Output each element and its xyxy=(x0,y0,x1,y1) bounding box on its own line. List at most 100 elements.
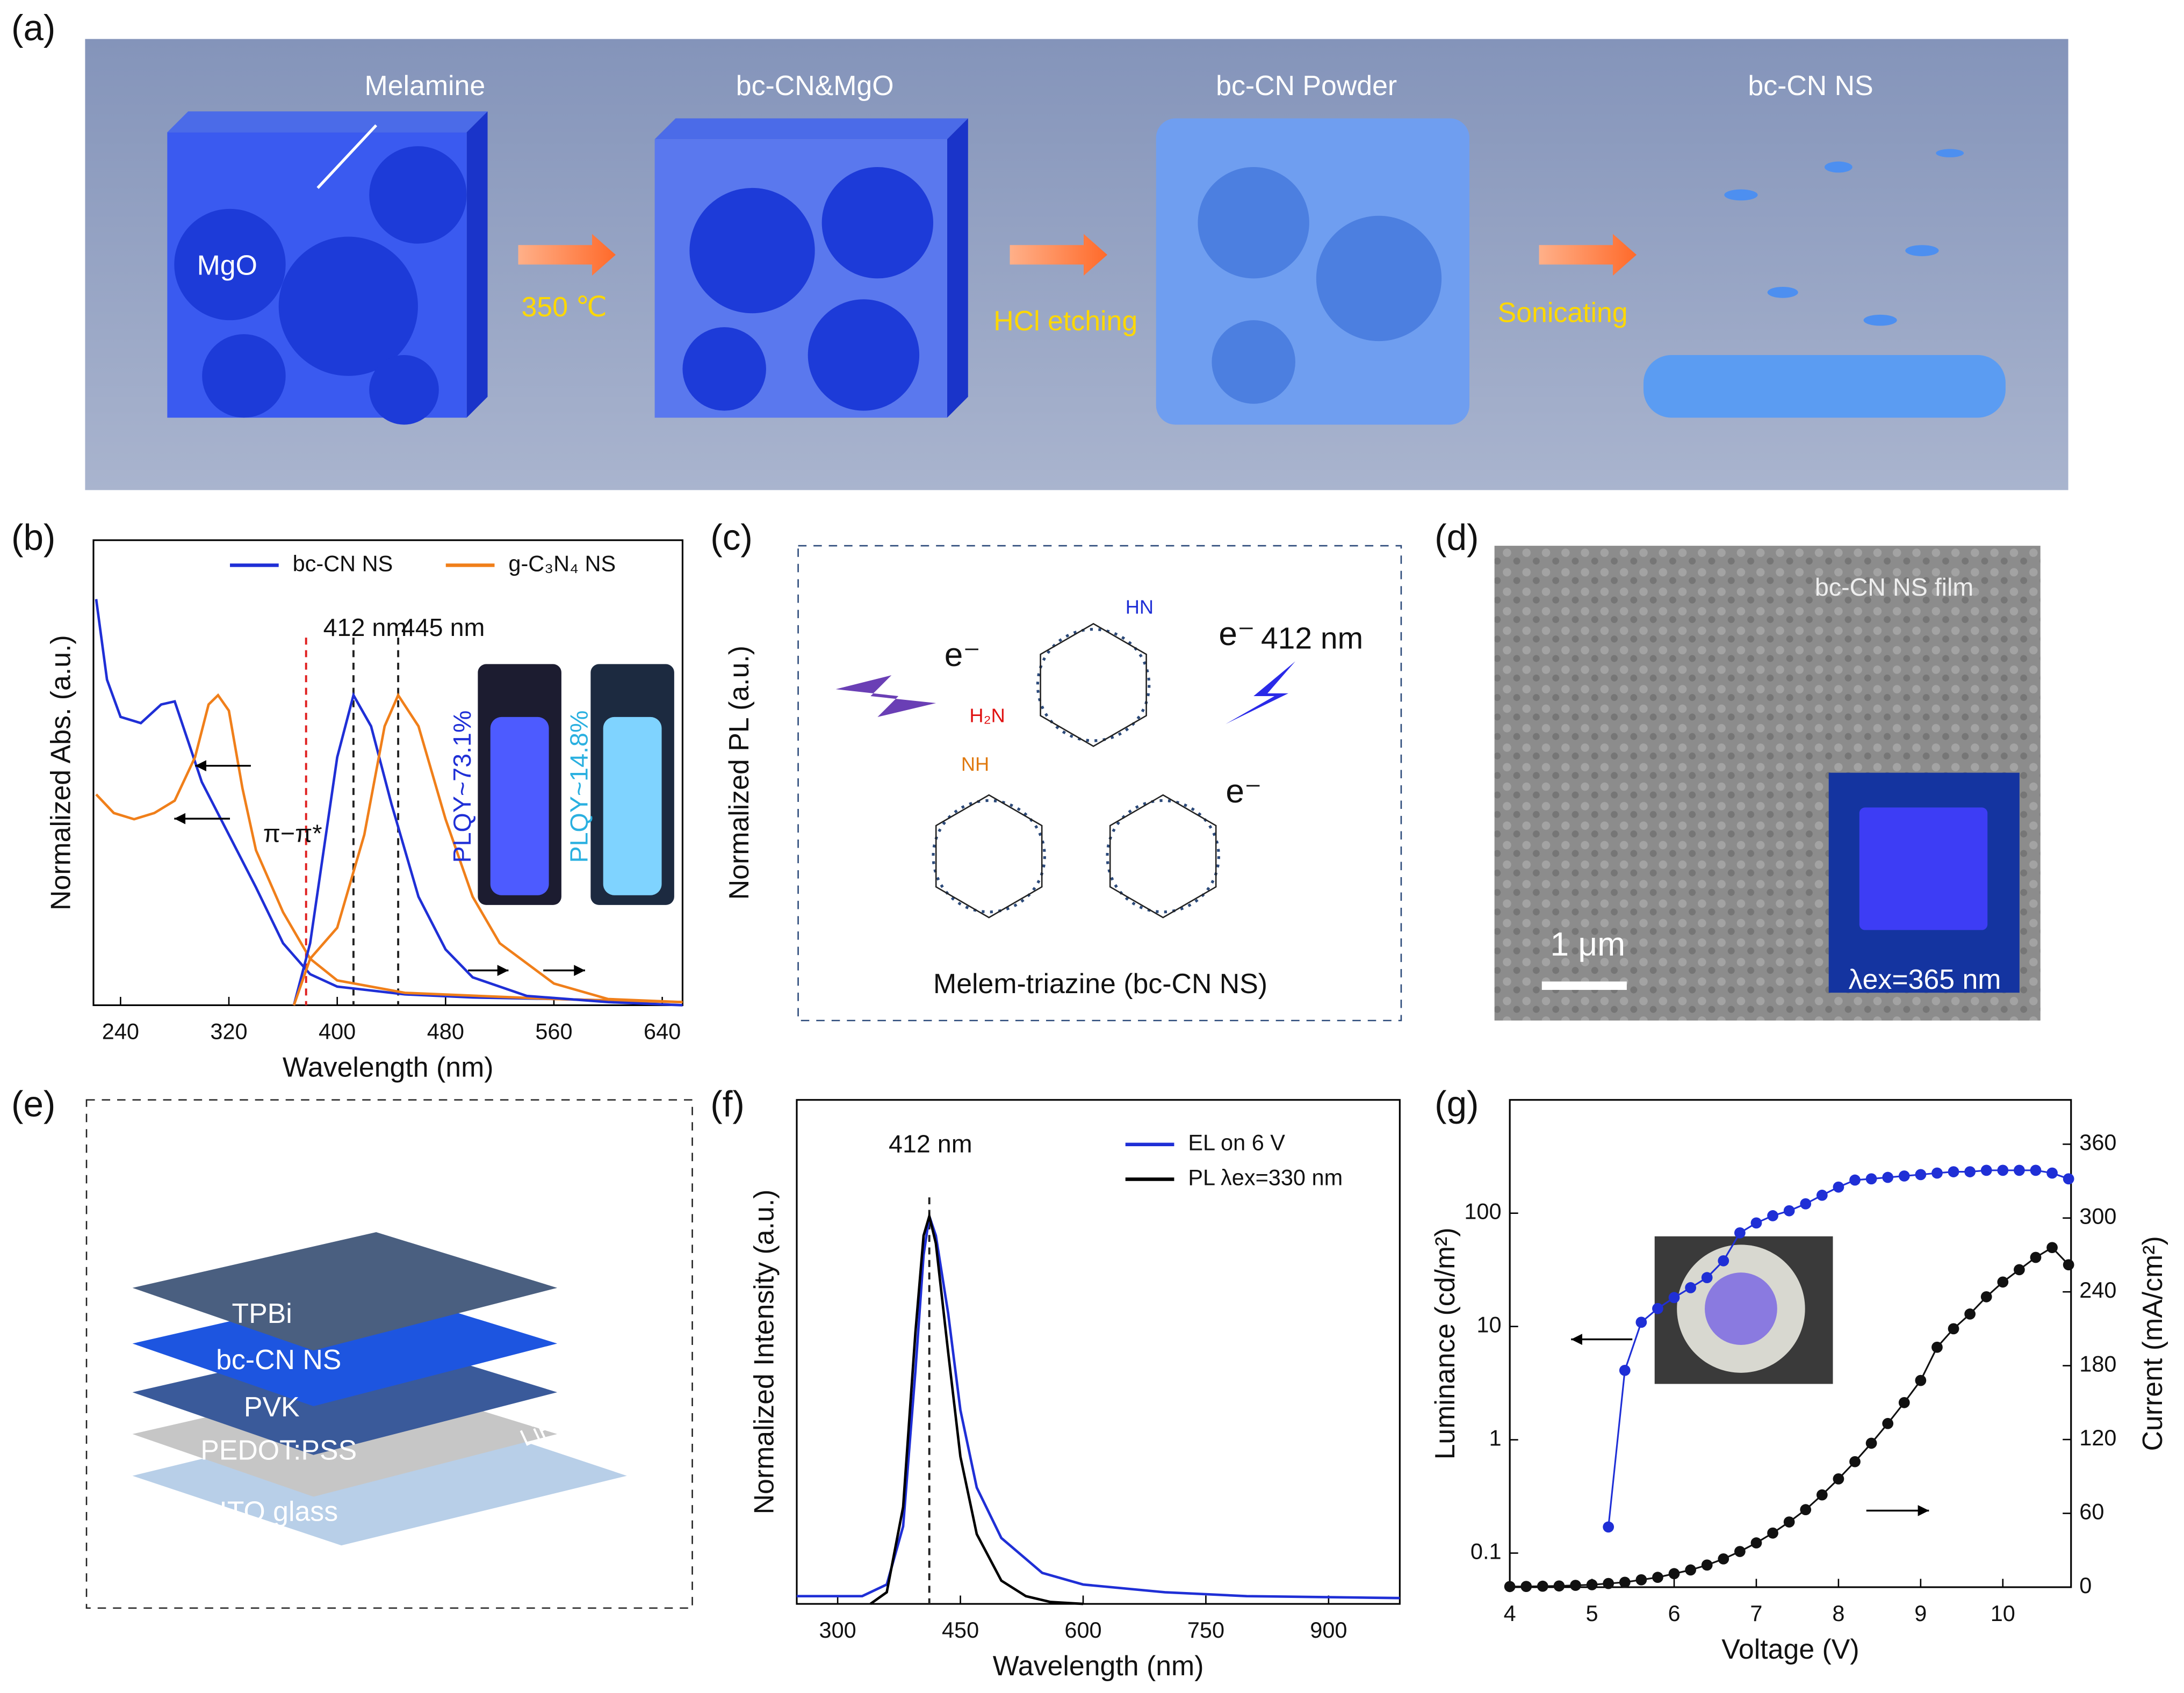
y2-tick-label: 180 xyxy=(2079,1351,2116,1377)
data-point xyxy=(1898,1397,1910,1408)
series-line xyxy=(95,693,683,1004)
data-point xyxy=(1915,1169,1927,1181)
legend-label: g-C₃N₄ NS xyxy=(508,551,616,576)
x-tick-label: 750 xyxy=(1187,1617,1224,1643)
data-point xyxy=(1619,1576,1631,1588)
panel-label: (g) xyxy=(1435,1084,1479,1125)
plot-frame xyxy=(1509,1099,2072,1588)
x-tick-label: 4 xyxy=(1504,1601,1516,1626)
arrow xyxy=(518,234,616,276)
y-axis-label: Luminance (cd/m²) xyxy=(1429,1227,1460,1459)
data-point xyxy=(1931,1341,1943,1353)
layer-label: LiF/Al xyxy=(293,1124,359,1173)
data-point xyxy=(1783,1516,1795,1528)
cube xyxy=(654,118,968,418)
sem-label: 1 μm xyxy=(1551,926,1626,963)
structure-label: e⁻ xyxy=(1219,616,1255,653)
data-point xyxy=(1997,1276,2009,1288)
data-point xyxy=(2030,1164,2042,1176)
panel-label: (e) xyxy=(11,1084,55,1125)
data-point xyxy=(1767,1210,1778,1221)
data-point xyxy=(1570,1580,1581,1591)
y-tick-label: 0.1 xyxy=(1471,1538,1502,1564)
x-tick-label: 600 xyxy=(1064,1617,1101,1643)
y2-axis-label: Current (mA/cm²) xyxy=(2137,1236,2168,1451)
x-axis-label: Voltage (V) xyxy=(1721,1633,1859,1665)
arrow xyxy=(1010,234,1108,276)
arrow-head xyxy=(497,965,509,976)
data-point xyxy=(1800,1504,1812,1516)
powder-cube xyxy=(1156,118,1469,425)
data-point xyxy=(1964,1308,1976,1320)
data-point xyxy=(2063,1259,2074,1271)
x-tick-label: 6 xyxy=(1668,1601,1680,1626)
data-point xyxy=(1816,1189,1828,1201)
data-point xyxy=(1668,1568,1680,1580)
data-point xyxy=(1833,1473,1844,1485)
y-tick-label: 1 xyxy=(1489,1426,1502,1451)
data-point xyxy=(1865,1437,1877,1449)
data-point xyxy=(1734,1546,1746,1557)
data-point xyxy=(1783,1205,1795,1217)
layer-label: PVK xyxy=(244,1391,300,1422)
data-point xyxy=(1586,1579,1598,1590)
annotation: 445 nm xyxy=(401,613,485,641)
series-line xyxy=(292,692,683,1006)
data-point xyxy=(1833,1181,1844,1193)
data-point xyxy=(2046,1242,2058,1254)
sem-image: bc-CN NS film 1 μm λex=365 nm xyxy=(1494,546,2041,1021)
data-point xyxy=(1652,1572,1663,1583)
data-point xyxy=(1718,1255,1729,1267)
x-tick-label: 240 xyxy=(102,1018,139,1044)
legend-label: bc-CN NS xyxy=(293,551,393,576)
arrow-head xyxy=(195,760,206,772)
x-tick-label: 480 xyxy=(427,1018,464,1044)
layer-label: ITO glass xyxy=(219,1495,338,1526)
data-point xyxy=(2030,1251,2042,1263)
data-point xyxy=(1964,1166,1976,1177)
data-point xyxy=(1537,1580,1548,1592)
panel-label: (b) xyxy=(11,518,55,558)
annotation: 412 nm xyxy=(889,1130,972,1158)
data-point xyxy=(2014,1264,2025,1276)
arrow-head xyxy=(574,965,585,976)
y2-tick-label: 300 xyxy=(2079,1204,2116,1229)
data-point xyxy=(1849,1456,1861,1467)
data-point xyxy=(1882,1417,1894,1429)
data-point xyxy=(1734,1227,1746,1239)
data-point xyxy=(2046,1167,2058,1179)
data-point xyxy=(1750,1537,1762,1549)
annotation: PLQY~14.8% xyxy=(565,711,593,863)
x-tick-label: 8 xyxy=(1832,1601,1844,1626)
arrow-head xyxy=(174,813,186,824)
arrow-head xyxy=(1571,1334,1582,1345)
y2-tick-label: 60 xyxy=(2079,1499,2104,1524)
data-point xyxy=(1948,1323,1959,1335)
data-point xyxy=(1948,1166,1959,1177)
synthesis-scheme: Melamine MgO bc-CN&MgO 350 ℃ HCl etching… xyxy=(85,39,2068,490)
axis-label: Normalized PL (a.u.) xyxy=(723,646,754,900)
pointer xyxy=(316,124,378,189)
scheme-label: Sonicating xyxy=(1498,297,1628,328)
scheme-label: HCl etching xyxy=(993,305,1137,336)
x-tick-label: 900 xyxy=(1310,1617,1347,1643)
atom-label: H₂N xyxy=(969,705,1005,727)
structure-diagram: Normalized PL (a.u.) e⁻ e⁻ 412 nm e⁻ HN … xyxy=(723,545,1402,1022)
layer-label: LiF/Al xyxy=(516,1402,582,1451)
y2-tick-label: 240 xyxy=(2079,1277,2116,1303)
series-line xyxy=(292,692,683,1007)
y-tick-label: 100 xyxy=(1464,1199,1501,1224)
panel-label: (d) xyxy=(1435,518,1479,558)
structure-label: e⁻ xyxy=(1226,773,1262,810)
data-point xyxy=(1767,1527,1778,1539)
vial xyxy=(603,717,662,895)
data-point xyxy=(1701,1559,1713,1571)
plot-frame xyxy=(796,1099,1401,1605)
arrow xyxy=(1539,234,1637,276)
layer-label: bc-CN NS xyxy=(216,1344,341,1375)
x-tick-label: 560 xyxy=(535,1018,572,1044)
scheme-label: MgO xyxy=(197,249,257,280)
panel-label: (a) xyxy=(11,8,55,48)
data-point xyxy=(1603,1578,1614,1589)
